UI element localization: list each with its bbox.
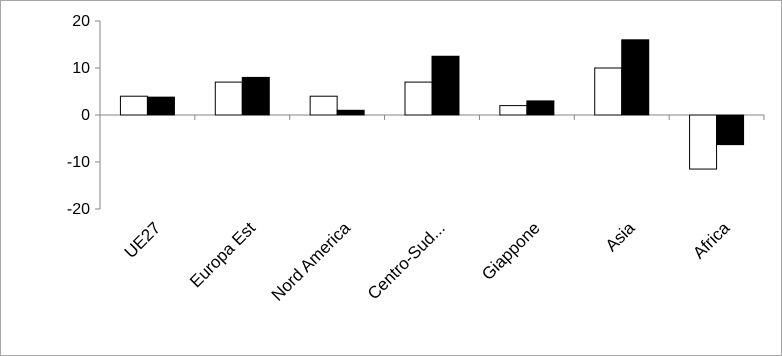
bar <box>404 81 433 116</box>
y-tick-label: 0 <box>81 107 90 124</box>
bar <box>621 39 650 116</box>
bar <box>526 100 555 116</box>
bar <box>146 96 175 116</box>
bar <box>499 105 528 116</box>
bar <box>431 55 460 116</box>
y-tick-label: 10 <box>72 60 90 77</box>
bar <box>241 76 270 116</box>
x-tick-label: Africa <box>689 218 734 263</box>
x-tick-label: Nord America <box>268 218 355 305</box>
y-tick-label: 20 <box>72 13 90 30</box>
bar <box>119 95 148 116</box>
x-tick-label: Asia <box>602 218 639 255</box>
bar <box>716 114 745 146</box>
bars <box>119 39 745 170</box>
x-tick-label: UE27 <box>121 218 165 262</box>
y-tick-label: -20 <box>67 201 90 218</box>
y-tick-label: -10 <box>67 154 90 171</box>
x-tick-label: Europa Est <box>186 218 259 291</box>
x-tick-label: Giappone <box>478 218 544 284</box>
bar <box>689 114 718 170</box>
x-tick-label: Centro-Sud... <box>364 218 449 303</box>
bar <box>594 67 623 116</box>
bar <box>309 95 338 116</box>
bar <box>336 109 365 116</box>
bar <box>214 81 243 116</box>
